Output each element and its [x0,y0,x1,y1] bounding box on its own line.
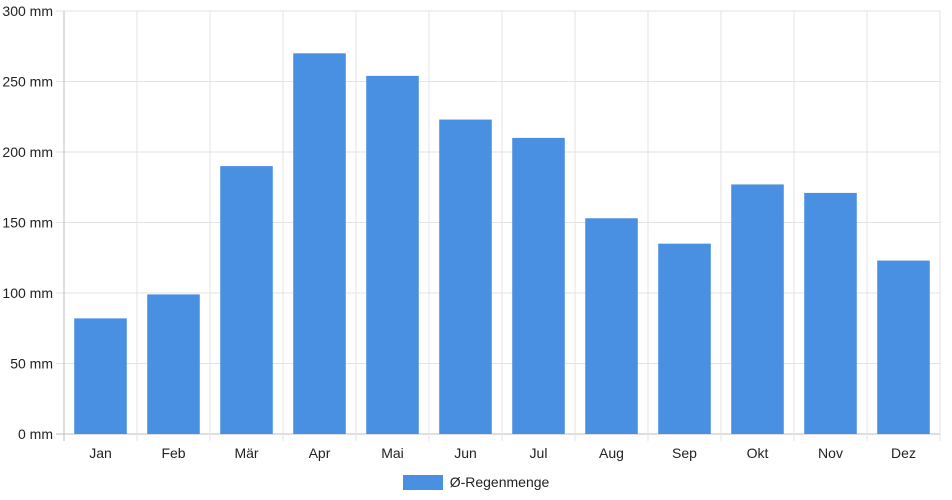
bar-jul[interactable] [512,137,565,434]
bar-sep[interactable] [658,243,711,434]
x-tick-label: Okt [747,445,769,461]
x-tick-label: Sep [672,445,697,461]
bar-jun[interactable] [439,119,492,434]
x-tick-label: Jun [454,445,477,461]
y-tick-label: 100 mm [2,285,53,301]
x-tick-label: Mär [234,445,258,461]
x-tick-label: Feb [161,445,185,461]
bar-mai[interactable] [366,75,419,435]
bar-mär[interactable] [220,166,273,434]
bars-layer [74,53,930,435]
legend[interactable]: Ø-Regenmenge [0,472,952,492]
x-tick-label: Mai [381,445,404,461]
bar-apr[interactable] [293,53,346,435]
legend-label: Ø-Regenmenge [449,474,550,490]
bar-aug[interactable] [585,218,638,434]
x-tick-label: Apr [309,445,331,461]
bar-nov[interactable] [804,192,857,434]
x-tick-label: Jan [89,445,112,461]
legend-swatch [402,474,443,490]
grid-layer [56,10,941,441]
x-tick-label: Nov [818,445,843,461]
x-tick-label: Aug [599,445,624,461]
bar-okt[interactable] [731,184,784,434]
y-tick-label: 0 mm [18,426,53,442]
chart-svg: 0 mm 50 mm 100 mm 150 mm 200 mm 250 mm 300 mm J… [2,3,941,461]
bar-jan[interactable] [74,318,127,434]
bar-dez[interactable] [877,260,930,434]
x-tick-label: Dez [891,445,916,461]
axis-layer: 0 mm 50 mm 100 mm 150 mm 200 mm 250 mm 300 mm J… [2,3,916,461]
bar-feb[interactable] [147,294,200,434]
y-tick-label: 250 mm [2,74,53,90]
y-tick-label: 200 mm [2,144,53,160]
y-tick-label: 50 mm [10,356,53,372]
x-tick-label: Jul [530,445,548,461]
y-tick-label: 150 mm [2,215,53,231]
y-tick-label: 300 mm [2,3,53,19]
